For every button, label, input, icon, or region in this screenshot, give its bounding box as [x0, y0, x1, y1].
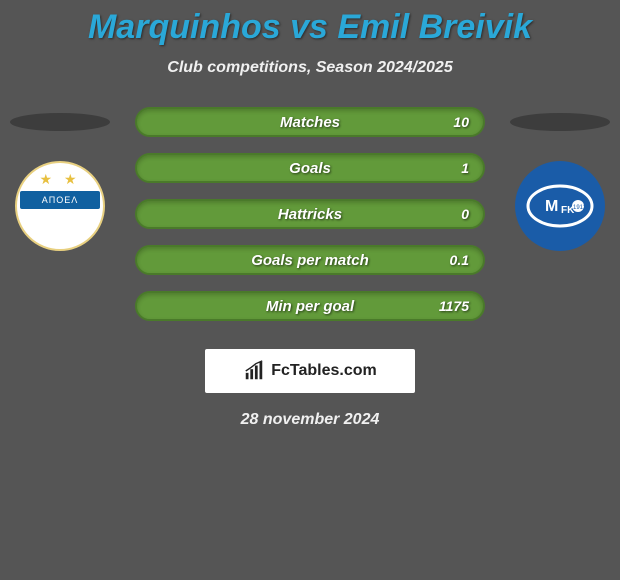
stat-right-value: 0: [461, 206, 469, 222]
brand-box[interactable]: FcTables.com: [205, 349, 415, 393]
date-text: 28 november 2024: [0, 411, 620, 429]
stat-label: Matches: [280, 114, 340, 131]
chart-icon: [243, 360, 265, 382]
stat-right-value: 1: [461, 160, 469, 176]
club-logo-left: ★ ★ ΑΠΟΕΛ: [15, 161, 105, 251]
club-left-text: ΑΠΟΕΛ: [20, 191, 100, 209]
molde-logo-icon: M FK 1911: [525, 171, 595, 241]
stat-right-value: 1175: [439, 298, 469, 314]
stat-bar-mpg: Min per goal 1175: [135, 291, 485, 321]
stars-icon: ★ ★: [40, 171, 81, 188]
svg-text:1911: 1911: [573, 205, 587, 211]
player-left-block: ★ ★ ΑΠΟΕΛ: [0, 107, 120, 251]
comparison-area: ★ ★ ΑΠΟΕΛ M FK 1911 Matches 10 Goals 1: [0, 107, 620, 337]
stat-right-value: 10: [453, 114, 469, 130]
stat-right-value: 0.1: [450, 252, 469, 268]
stat-bar-matches: Matches 10: [135, 107, 485, 137]
player-right-shadow: [510, 113, 610, 131]
svg-text:M: M: [545, 198, 558, 215]
stat-label: Goals per match: [251, 252, 369, 269]
club-logo-right: M FK 1911: [515, 161, 605, 251]
subtitle: Club competitions, Season 2024/2025: [0, 59, 620, 77]
stat-bar-gpm: Goals per match 0.1: [135, 245, 485, 275]
stat-label: Goals: [289, 160, 331, 177]
stat-label: Min per goal: [266, 298, 354, 315]
stat-bar-goals: Goals 1: [135, 153, 485, 183]
stat-bars: Matches 10 Goals 1 Hattricks 0 Goals per…: [135, 107, 485, 337]
stat-label: Hattricks: [278, 206, 342, 223]
stat-bar-hattricks: Hattricks 0: [135, 199, 485, 229]
page-title: Marquinhos vs Emil Breivik: [0, 0, 620, 47]
brand-text: FcTables.com: [271, 362, 377, 380]
player-left-shadow: [10, 113, 110, 131]
player-right-block: M FK 1911: [500, 107, 620, 251]
